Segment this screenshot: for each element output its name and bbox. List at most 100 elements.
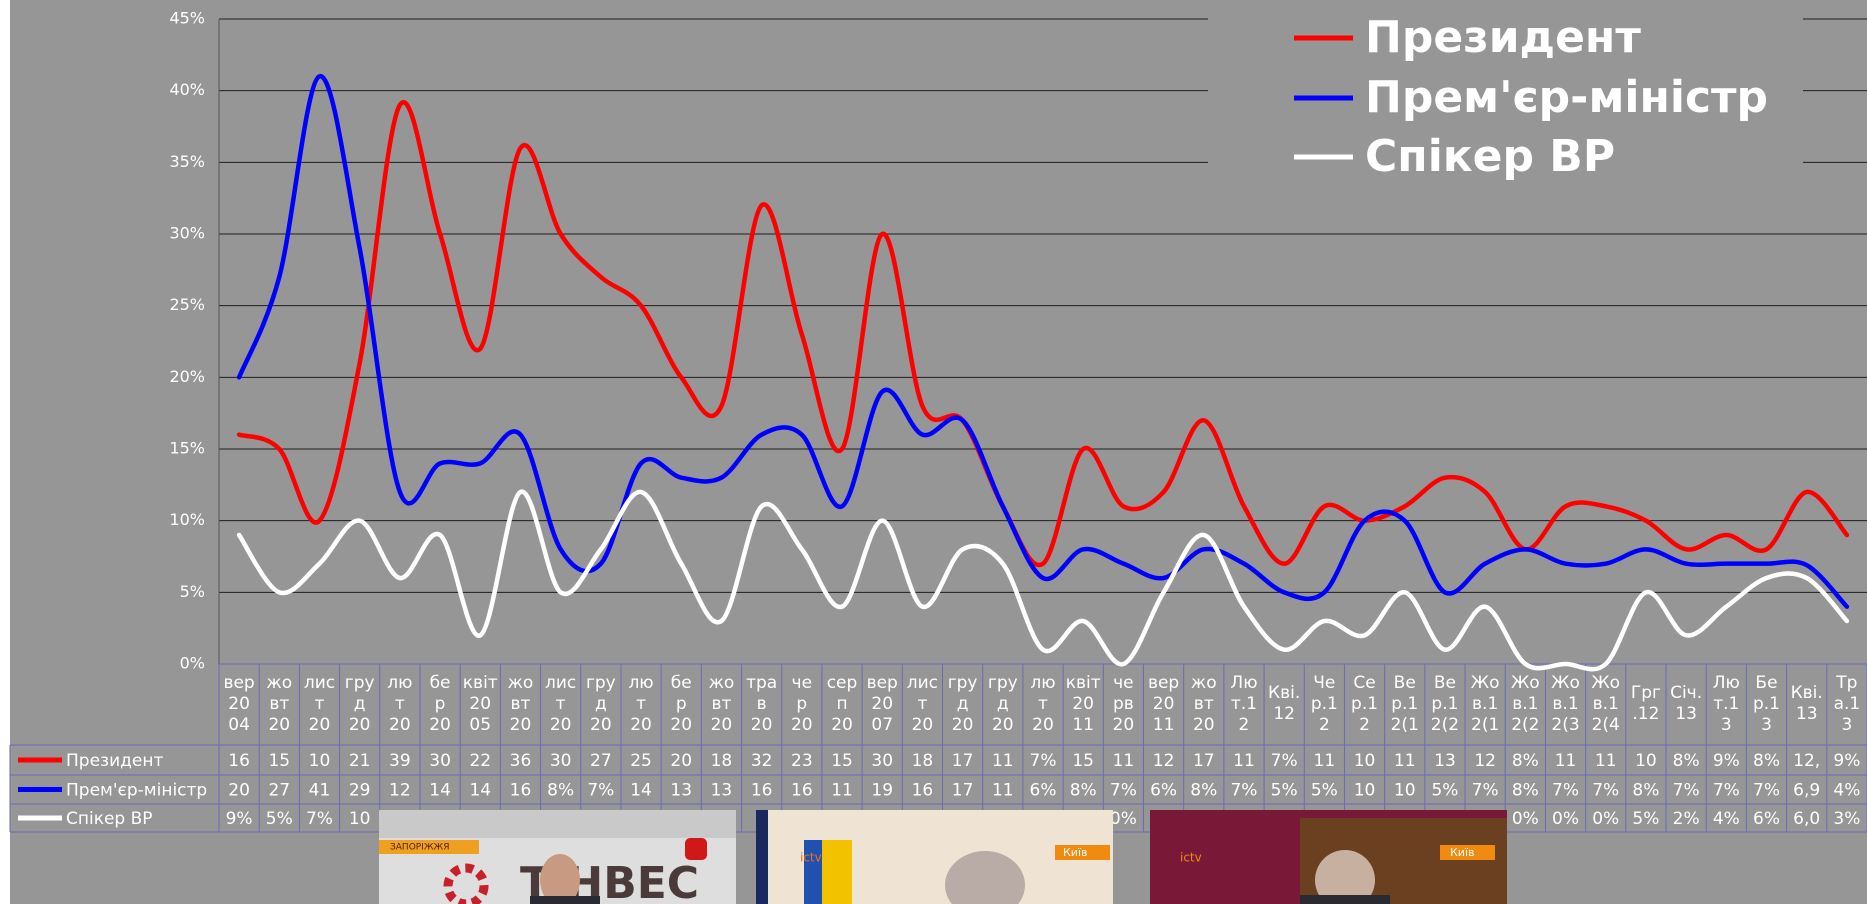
table-value: 4%: [1713, 809, 1740, 829]
table-value: 7%: [306, 809, 333, 829]
edge: [756, 810, 768, 904]
table-value: 14: [469, 781, 491, 801]
logo: [443, 863, 489, 904]
table-value: 32: [751, 751, 773, 771]
series-line: [236, 74, 1850, 609]
y-tick-label: 10%: [169, 510, 205, 529]
table-value: 27: [590, 751, 612, 771]
table-value: 8%: [1632, 781, 1659, 801]
location-tag: [379, 840, 479, 854]
x-tick-label: сер п 20: [826, 672, 858, 735]
table-value: 16: [510, 781, 532, 801]
x-tick-label: жо вт 20: [266, 672, 293, 735]
y-tick-label: 40%: [169, 80, 205, 99]
y-tick-label: 15%: [169, 439, 205, 458]
x-tick-label: Че р.1 2: [1310, 672, 1338, 735]
y-tick-label: 5%: [180, 582, 205, 601]
table-value: 9%: [1713, 751, 1740, 771]
x-tick-label: вер 20 04: [223, 672, 255, 735]
table-value: 27: [268, 781, 290, 801]
table-value: 11: [1233, 751, 1255, 771]
table-value: 10: [349, 809, 371, 829]
table-value: 11: [1394, 751, 1416, 771]
table-value: 5%: [1311, 781, 1338, 801]
screenshots: ЗАПОРІЖЖЯ ТІНВЕС ictv Київ ictv Київ: [379, 810, 1507, 904]
x-tick-label: Се р.1 2: [1351, 672, 1379, 735]
x-tick-label: че рв 20: [1112, 672, 1135, 735]
table-value: 15: [268, 751, 290, 771]
table-value: 16: [228, 751, 250, 771]
table-value: 6%: [1753, 809, 1780, 829]
table-value: 5%: [1632, 809, 1659, 829]
x-tick-label: Жо в.1 2(2: [1510, 672, 1540, 735]
x-tick-label: лю т 20: [387, 672, 413, 735]
table-value: 7%: [1110, 781, 1137, 801]
x-tick-label: лю т 20: [628, 672, 654, 735]
table-value: 21: [349, 751, 371, 771]
x-tick-label: вер 20 07: [866, 672, 898, 735]
x-tick-label: бе р 20: [429, 672, 451, 735]
table-value: 15: [1072, 751, 1094, 771]
table-value: 7%: [587, 781, 614, 801]
table-value: 10: [1354, 751, 1376, 771]
x-tick-label: жо вт 20: [1190, 672, 1217, 735]
table-value: 20: [670, 751, 692, 771]
x-tick-label: Кві. 12: [1268, 683, 1301, 724]
location-text: ЗАПОРІЖЖЯ: [390, 843, 450, 853]
table-value: 12: [389, 781, 411, 801]
table-value: 5%: [1431, 781, 1458, 801]
table-value: 16: [912, 781, 934, 801]
x-tick-label: лю т 20: [1030, 672, 1056, 735]
table-value: 7%: [1271, 751, 1298, 771]
table-value: 11: [1113, 751, 1135, 771]
x-tick-label: Ве р.1 2(1: [1390, 672, 1419, 735]
channel-text: ictv: [800, 851, 822, 865]
table-value: 11: [1555, 751, 1577, 771]
table-value: 0%: [1592, 809, 1619, 829]
table-value: 11: [992, 781, 1014, 801]
suit: [1300, 895, 1390, 904]
table-value: 8%: [1673, 751, 1700, 771]
table-value: 2%: [1673, 809, 1700, 829]
table-value: 7%: [1673, 781, 1700, 801]
legend-bg: [1208, 0, 1803, 185]
x-tick-label: вер 20 11: [1147, 672, 1180, 735]
y-tick-label: 20%: [169, 367, 205, 386]
table-value: 8%: [547, 781, 574, 801]
table-value: 8%: [1070, 781, 1097, 801]
x-tick-label: че р 20: [790, 672, 813, 735]
table-value: 10: [1635, 751, 1657, 771]
x-tick-label: Лю т.1 3: [1712, 672, 1740, 735]
screenshot: ictv Київ: [1150, 810, 1507, 904]
table-value: 14: [429, 781, 451, 801]
margin: [0, 0, 10, 904]
screenshot: ictv Київ: [756, 810, 1113, 904]
head: [1315, 850, 1375, 904]
y-tick-label: 35%: [169, 152, 205, 171]
x-tick-label: Лю т.1 2: [1230, 672, 1258, 735]
location-tag: [1055, 845, 1110, 860]
table-value: 11: [1314, 751, 1336, 771]
table-value: 9%: [1833, 751, 1860, 771]
table-value: 8%: [1512, 781, 1539, 801]
table-value: 8%: [1753, 751, 1780, 771]
x-tick-label: гру д 20: [344, 672, 375, 735]
table-value: 11: [831, 781, 853, 801]
legend-label: Спікер ВР: [1365, 131, 1615, 182]
table-value: 4%: [1833, 781, 1860, 801]
x-tick-label: квіт 20 11: [1065, 672, 1101, 735]
table-value: 5%: [1271, 781, 1298, 801]
table-value: 6%: [1150, 781, 1177, 801]
y-tick-label: 30%: [169, 224, 205, 243]
table-value: 16: [751, 781, 773, 801]
face: [540, 854, 580, 904]
table-value: 10: [309, 751, 331, 771]
y-tick-label: 0%: [180, 654, 205, 673]
x-tick-label: Жо в.1 2(4: [1591, 672, 1621, 735]
x-tick-label: Ве р.1 2(2: [1430, 672, 1460, 735]
table-value: 0%: [1110, 809, 1137, 829]
y-tick-label: 25%: [169, 295, 205, 314]
table-value: 25: [630, 751, 652, 771]
